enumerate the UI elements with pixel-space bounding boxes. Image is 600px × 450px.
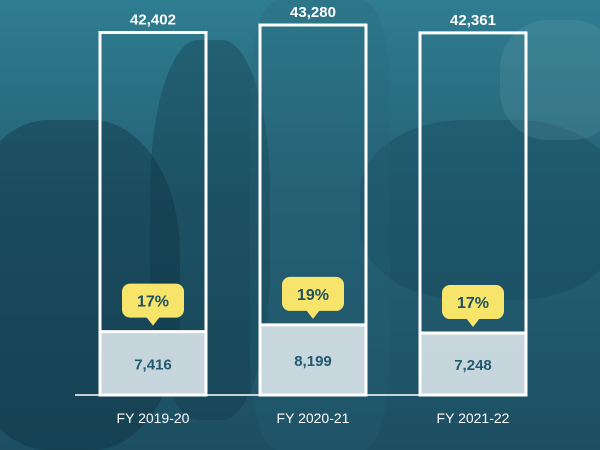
category-label: FY 2019-20 <box>117 410 190 426</box>
percent-label: 17% <box>457 295 489 312</box>
subset-bar <box>100 331 206 395</box>
percent-callout-pointer <box>306 309 320 319</box>
total-value-label: 43,280 <box>290 4 336 21</box>
subset-value-label: 8,199 <box>294 353 332 370</box>
bar-group: 42,402 7,416 17% FY 2019-20 <box>98 12 208 426</box>
total-value-label: 42,402 <box>130 12 176 29</box>
total-bar <box>98 31 208 397</box>
percent-callout <box>282 276 344 311</box>
bar-group: 43,280 8,199 19% FY 2020-21 <box>258 4 368 426</box>
bar-group: 42,361 7,248 17% FY 2021-22 <box>418 12 528 426</box>
total-bar <box>418 31 528 397</box>
subset-bar <box>260 324 366 395</box>
percent-label: 17% <box>137 294 169 311</box>
percent-callout-pointer <box>466 318 480 328</box>
subset-value-label: 7,416 <box>134 356 172 373</box>
background-shape <box>500 20 600 140</box>
background-shape <box>360 120 600 300</box>
percent-label: 19% <box>297 287 329 304</box>
category-label: FY 2020-21 <box>277 410 350 426</box>
percent-callout <box>442 285 504 320</box>
percent-callout-pointer <box>146 316 160 326</box>
total-value-label: 42,361 <box>450 12 496 29</box>
percent-callout <box>122 283 184 318</box>
total-bar <box>258 23 368 397</box>
subset-bar <box>420 333 526 395</box>
subset-value-label: 7,248 <box>454 357 492 374</box>
category-label: FY 2021-22 <box>437 410 510 426</box>
